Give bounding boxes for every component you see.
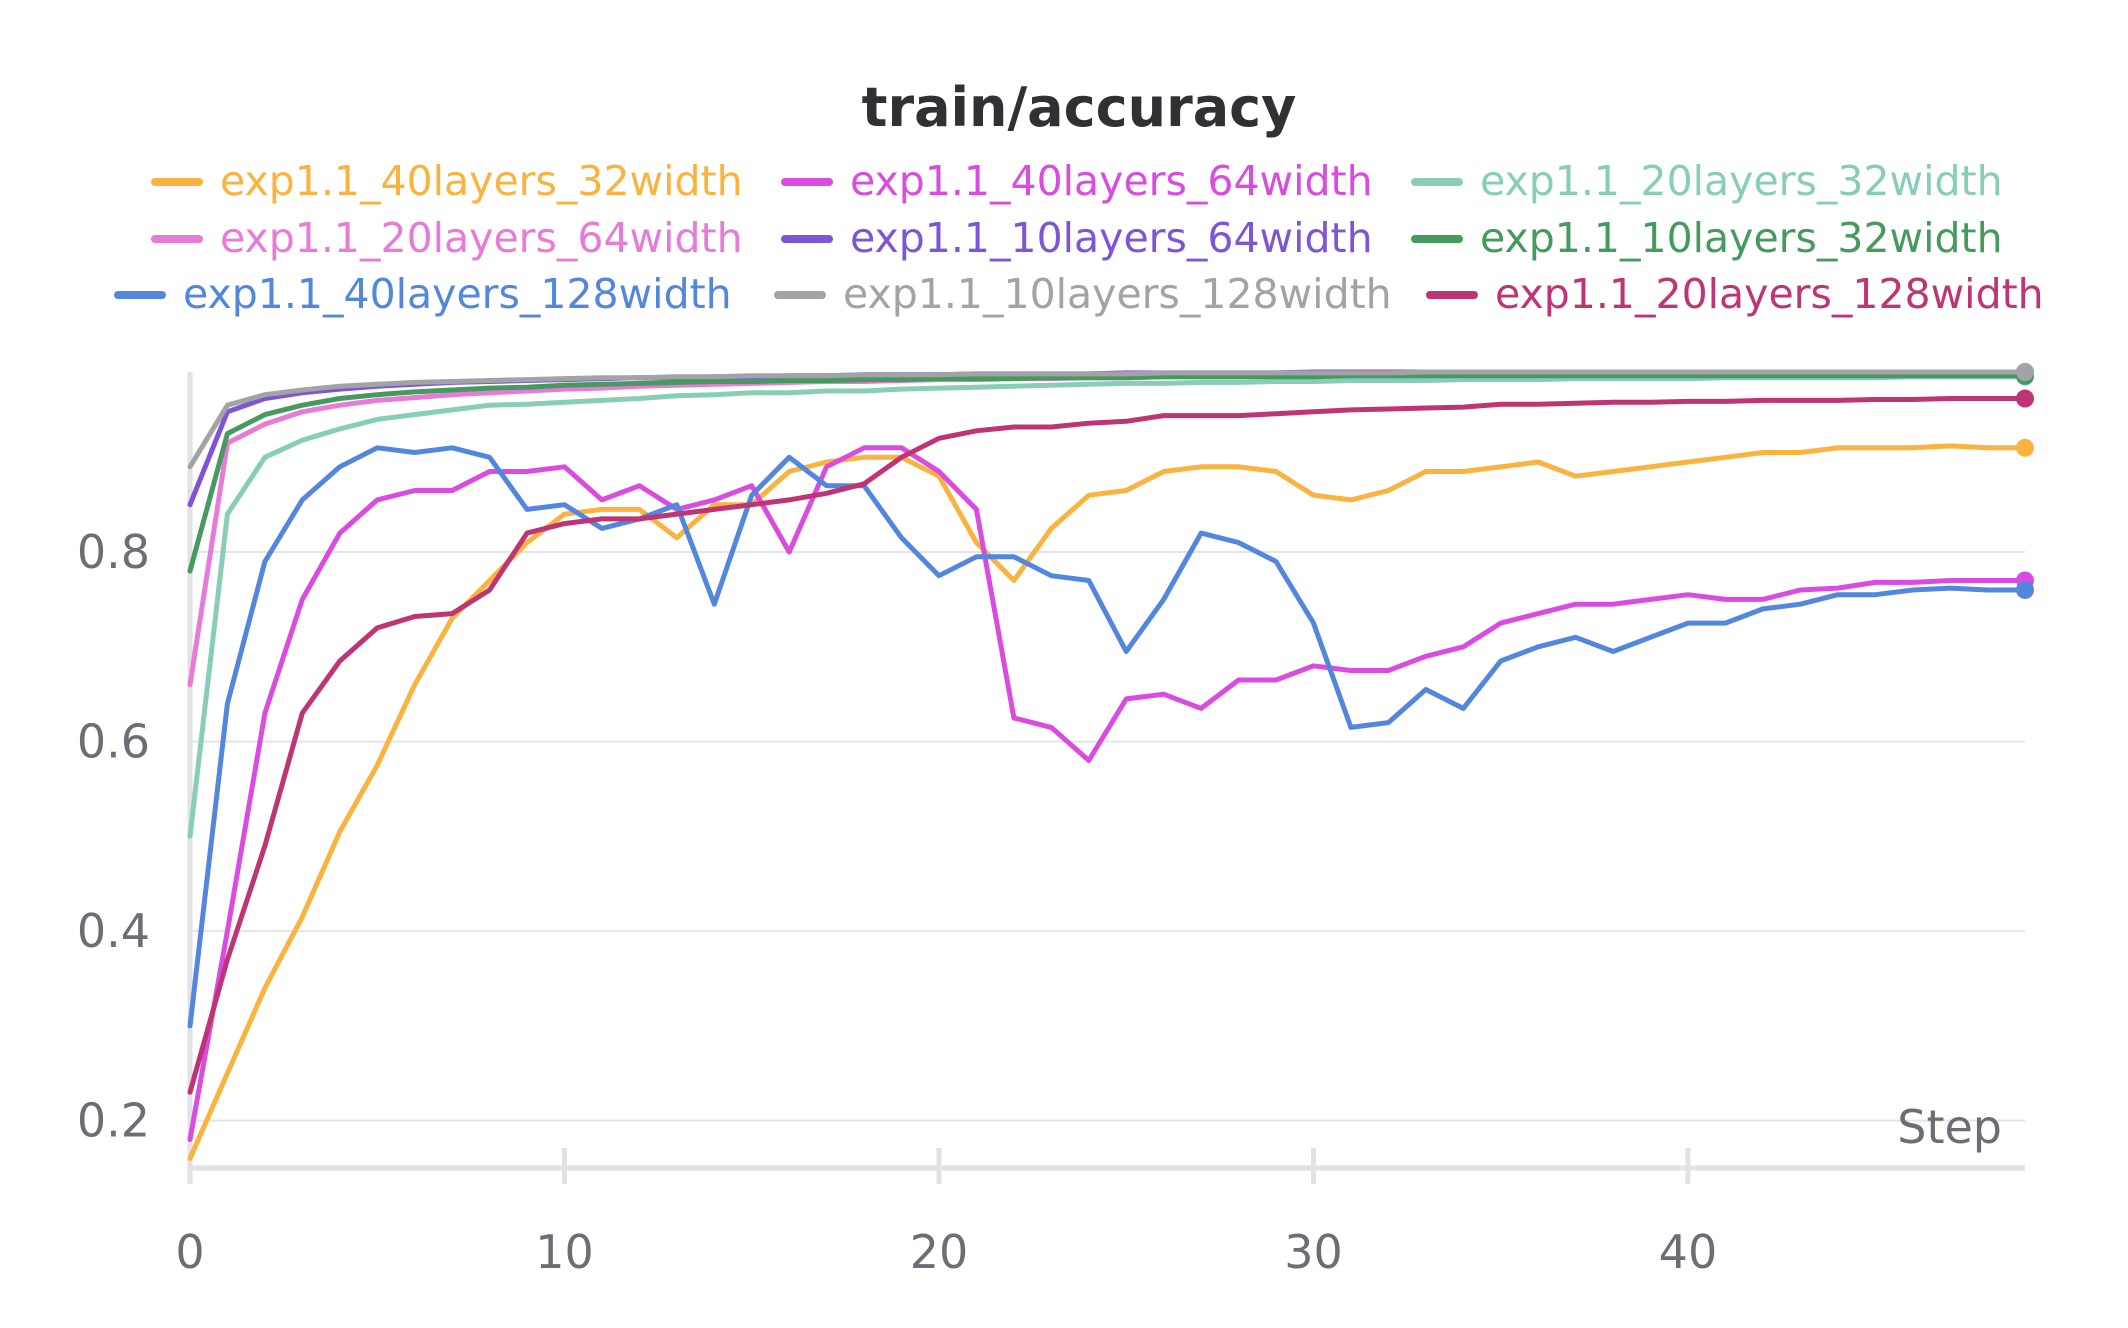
legend-label: exp1.1_10layers_128width — [843, 270, 1392, 318]
legend: exp1.1_40layers_32width exp1.1_40layers_6… — [114, 157, 2044, 318]
series-line-exp1.1_20layers_64width — [187, 370, 2028, 688]
series-end-marker — [2016, 580, 2034, 599]
chart-title: train/accuracy — [862, 76, 1297, 139]
legend-label: exp1.1_20layers_128width — [1495, 270, 2044, 318]
legend-label: exp1.1_20layers_64width — [220, 214, 743, 262]
series-line-exp1.1_40layers_128width — [187, 445, 2028, 1029]
series-line-exp1.1_10layers_128width — [187, 369, 2028, 470]
x-tick-label: 10 — [535, 1225, 594, 1279]
y-tick-label: 0.8 — [77, 525, 150, 579]
legend-label: exp1.1_20layers_32width — [1480, 157, 2003, 205]
series-line-exp1.1_10layers_32width — [187, 373, 2028, 574]
y-tick-label: 0.2 — [77, 1094, 150, 1148]
x-tick-label: 0 — [175, 1225, 204, 1279]
x-tick-label: 30 — [1284, 1225, 1343, 1279]
x-tick-label: 40 — [1659, 1225, 1718, 1279]
y-tick-label: 0.4 — [77, 904, 150, 958]
axes: 0 10 20 30 40 — [175, 372, 2025, 1279]
legend-label: exp1.1_10layers_32width — [1480, 214, 2003, 262]
y-tick-label: 0.6 — [77, 715, 150, 769]
series-end-marker — [2016, 389, 2034, 408]
legend-label: exp1.1_40layers_32width — [220, 157, 743, 205]
series-end-marker — [2016, 438, 2034, 457]
legend-label: exp1.1_10layers_64width — [850, 214, 1373, 262]
series-end-marker — [2016, 363, 2034, 381]
series-group — [187, 363, 2034, 1161]
legend-label: exp1.1_40layers_128width — [183, 270, 732, 318]
grid: 0.2 0.4 0.6 0.8 — [77, 525, 2025, 1148]
series-line-exp1.1_40layers_32width — [187, 443, 2028, 1161]
x-axis-label: Step — [1897, 1100, 2002, 1154]
legend-label: exp1.1_40layers_64width — [850, 157, 1373, 205]
series-line-exp1.1_40layers_64width — [187, 445, 2028, 1143]
series-line-exp1.1_20layers_128width — [187, 396, 2028, 1095]
x-tick-label: 20 — [910, 1225, 969, 1279]
